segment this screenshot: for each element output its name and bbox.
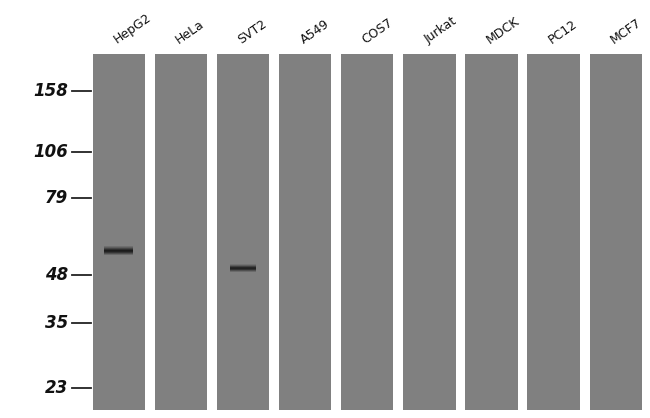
- Text: 48: 48: [45, 265, 68, 283]
- Text: A549: A549: [298, 17, 332, 46]
- Bar: [279, 54, 332, 410]
- Text: SVT2: SVT2: [235, 17, 269, 46]
- Bar: [403, 54, 456, 410]
- Text: PC12: PC12: [546, 17, 580, 46]
- Text: 158: 158: [33, 82, 68, 100]
- Text: Jurkat: Jurkat: [422, 15, 459, 46]
- Text: 23: 23: [45, 379, 68, 397]
- Bar: [217, 54, 269, 410]
- Bar: [341, 54, 393, 410]
- Text: 35: 35: [45, 314, 68, 332]
- Bar: [93, 54, 145, 410]
- Text: 106: 106: [33, 143, 68, 161]
- Text: HepG2: HepG2: [111, 11, 153, 46]
- Bar: [465, 54, 517, 410]
- Bar: [590, 54, 642, 410]
- Text: COS7: COS7: [360, 15, 396, 46]
- Text: 79: 79: [45, 189, 68, 206]
- Text: HeLa: HeLa: [174, 17, 207, 46]
- Bar: [155, 54, 207, 410]
- Text: MDCK: MDCK: [484, 14, 522, 46]
- Text: MCF7: MCF7: [608, 15, 644, 46]
- Bar: [527, 54, 580, 410]
